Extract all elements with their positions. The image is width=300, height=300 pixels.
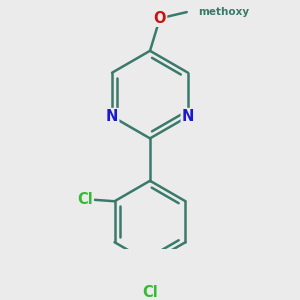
Text: N: N [182, 109, 194, 124]
Text: Cl: Cl [142, 285, 158, 300]
Text: O: O [154, 11, 166, 26]
Text: N: N [106, 109, 118, 124]
Text: methoxy: methoxy [198, 7, 249, 17]
Text: Cl: Cl [77, 192, 93, 207]
